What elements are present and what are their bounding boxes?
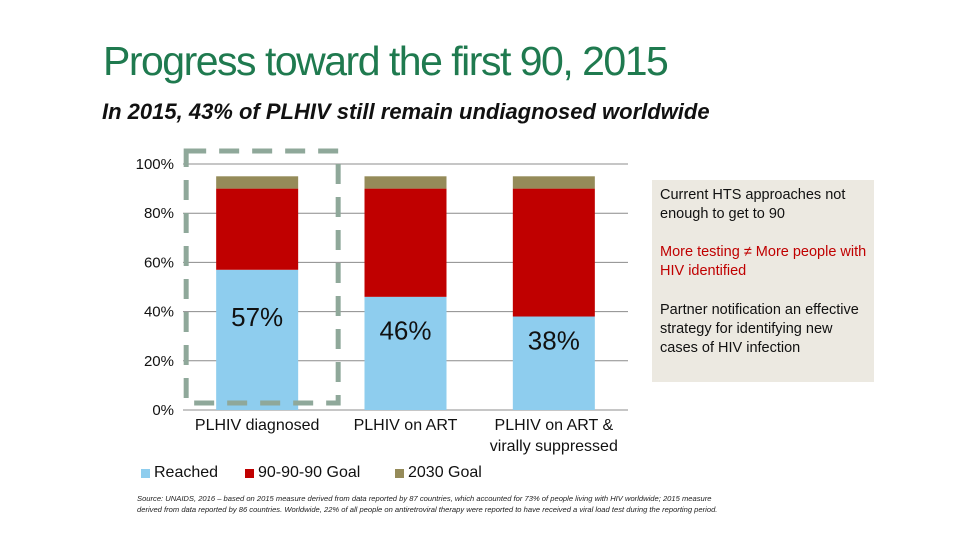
category-label: PLHIV on ART — [354, 417, 458, 434]
key-points-box: Current HTS approaches not enough to get… — [652, 180, 874, 382]
data-label: 46% — [379, 315, 431, 345]
slide-title: Progress toward the first 90, 2015 — [103, 38, 669, 84]
legend-swatch-goal-2030 — [395, 468, 404, 478]
highlight-box — [183, 148, 341, 406]
source-note: Source: UNAIDS, 2016 – based on 2015 mea… — [137, 494, 718, 514]
bar-segment-goal-2030 — [364, 176, 447, 189]
legend-item-reached: Reached — [141, 464, 218, 482]
y-tick-label: 40% — [144, 304, 174, 321]
data-label: 38% — [528, 325, 580, 355]
legend-item-goal-2030: 2030 Goal — [395, 464, 482, 482]
bar-segment-reached — [216, 269, 299, 410]
y-tick-label: 60% — [144, 254, 174, 271]
bar-segment-reached — [364, 296, 447, 410]
legend-label-goal-90: 90-90-90 Goal — [258, 464, 361, 481]
bar-segment-goal-2030 — [512, 176, 595, 189]
data-label: 57% — [231, 302, 283, 332]
legend-label-reached: Reached — [154, 464, 219, 481]
y-tick-label: 0% — [152, 402, 174, 419]
note-more-testing: More testing ≠ More people with HIV iden… — [660, 244, 867, 279]
bar-segment-goal-90 — [512, 188, 595, 317]
legend-label-goal-2030: 2030 Goal — [408, 464, 482, 481]
bar-segment-goal-2030 — [216, 176, 299, 189]
y-tick-label: 80% — [144, 205, 174, 222]
bar-segment-goal-90 — [364, 188, 447, 297]
y-tick-label: 20% — [144, 353, 174, 370]
legend-swatch-goal-90 — [245, 468, 254, 478]
note-partner-notification: Partner notification an effective strate… — [660, 302, 859, 356]
legend-swatch-reached — [141, 468, 150, 478]
category-label: PLHIV on ART & virally suppressed — [490, 417, 618, 455]
note-hts-approaches: Current HTS approaches not enough to get… — [660, 187, 846, 222]
bar-segment-goal-90 — [216, 188, 299, 270]
category-label: PLHIV diagnosed — [195, 417, 320, 434]
bar-segment-reached — [512, 316, 595, 410]
legend-item-goal-90: 90-90-90 Goal — [245, 464, 360, 482]
y-tick-label: 100% — [136, 156, 174, 173]
slide-subtitle: In 2015, 43% of PLHIV still remain undia… — [102, 99, 710, 124]
